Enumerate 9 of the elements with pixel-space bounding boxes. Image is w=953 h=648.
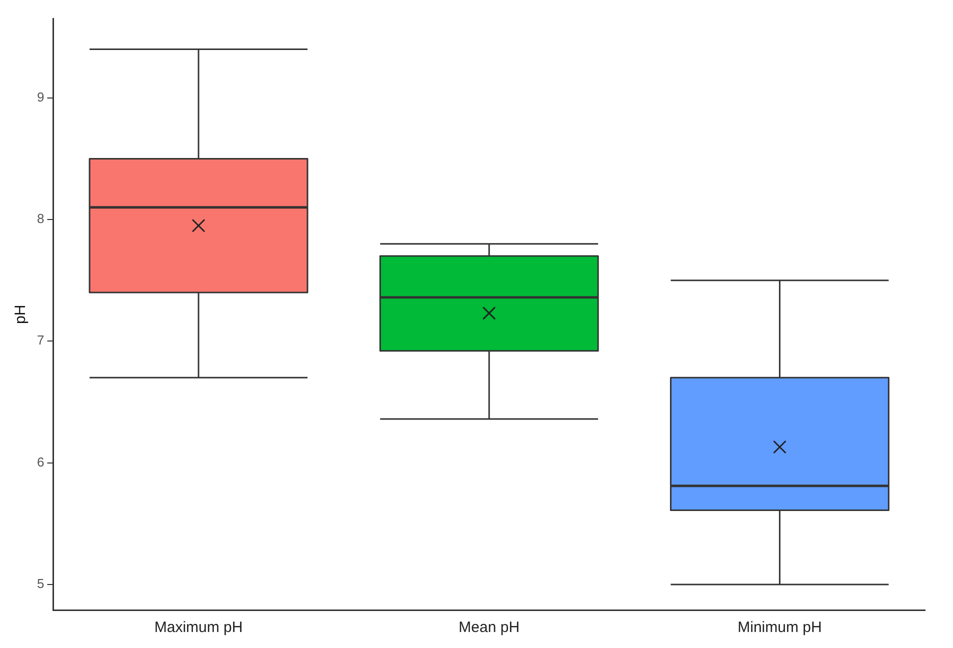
x-tick-label: Minimum pH [738, 619, 822, 636]
y-axis-title: pH [12, 304, 30, 324]
y-tick-label: 8 [36, 211, 44, 226]
y-tick-label: 6 [36, 454, 44, 470]
x-tick-label: Mean pH [458, 619, 520, 636]
y-tick-label: 9 [36, 89, 44, 104]
x-tick-label: Maximum pH [154, 619, 243, 636]
y-tick-label: 5 [36, 576, 44, 592]
y-tick-label: 7 [36, 332, 44, 348]
